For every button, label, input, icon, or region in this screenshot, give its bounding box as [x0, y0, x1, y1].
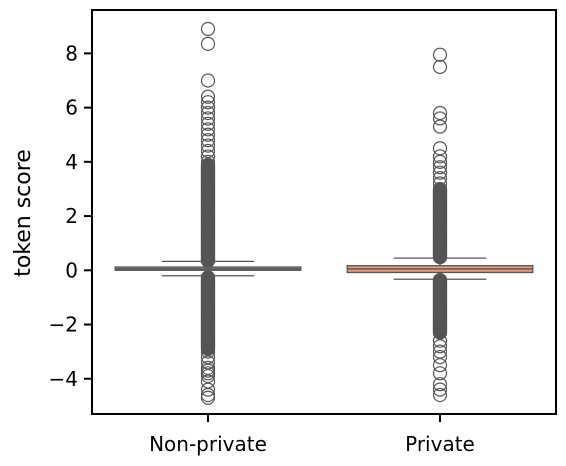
- outlier-point: [432, 171, 448, 186]
- outlier-point: [200, 133, 216, 148]
- y-tick-label: 8: [65, 41, 78, 65]
- outlier-point: [432, 160, 448, 175]
- outlier-point: [200, 360, 216, 376]
- y-axis: −4 −2 0 2 4 6 8: [49, 41, 92, 391]
- outlier-point: [432, 333, 448, 348]
- outlier-point: [432, 105, 448, 121]
- outlier-point: [200, 73, 216, 88]
- outlier-point: [432, 181, 448, 197]
- outlier-point: [432, 47, 448, 62]
- outlier-point: [432, 377, 448, 392]
- outlier-point: [200, 138, 216, 153]
- x-tick-label: Private: [405, 432, 475, 456]
- box-group-non-private: [114, 21, 302, 405]
- outlier-point: [200, 149, 216, 164]
- outlier-point: [200, 390, 216, 405]
- outlier-point: [432, 272, 448, 288]
- outlier-point: [432, 165, 448, 180]
- outlier-point: [200, 143, 216, 159]
- outlier-point: [432, 382, 448, 397]
- outlier-point: [200, 344, 216, 359]
- y-axis-label: token score: [11, 149, 36, 277]
- outlier-point: [432, 149, 448, 164]
- outlier-point: [200, 89, 216, 104]
- y-tick-label: 6: [65, 96, 78, 120]
- y-tick-label: 2: [65, 204, 78, 228]
- outlier-point: [432, 387, 448, 403]
- plot-area: [91, 9, 557, 415]
- outlier-point: [432, 176, 448, 191]
- outlier-point: [200, 270, 216, 285]
- outlier-point: [200, 100, 216, 115]
- outlier-point: [432, 344, 448, 359]
- y-tick-label: −4: [49, 367, 78, 391]
- x-tick-label: Non-private: [149, 432, 267, 456]
- outlier-point: [200, 111, 216, 126]
- outlier-point: [200, 95, 216, 110]
- outlier-point: [200, 127, 216, 142]
- outlier-point: [432, 141, 448, 156]
- outlier-point: [432, 59, 448, 75]
- outlier-point: [432, 366, 448, 381]
- outlier-point: [200, 116, 216, 131]
- outlier-point: [200, 122, 216, 137]
- y-tick-label: 4: [65, 150, 78, 174]
- outlier-point: [200, 154, 216, 169]
- outlier-point: [200, 36, 216, 51]
- box-group-private: [346, 47, 534, 403]
- outlier-point: [432, 339, 448, 354]
- outlier-point: [200, 355, 216, 370]
- outlier-point: [432, 349, 448, 365]
- outlier-point: [200, 105, 216, 121]
- outlier-point: [432, 119, 448, 134]
- outlier-point: [432, 358, 448, 373]
- outlier-point: [200, 349, 216, 365]
- outlier-point: [200, 21, 216, 37]
- outlier-point: [200, 157, 216, 172]
- y-tick-label: −2: [49, 313, 78, 337]
- y-tick-label: 0: [65, 258, 78, 282]
- x-axis: Non-private Private: [149, 414, 475, 456]
- outlier-point: [432, 111, 448, 126]
- plot-frame: [91, 9, 557, 415]
